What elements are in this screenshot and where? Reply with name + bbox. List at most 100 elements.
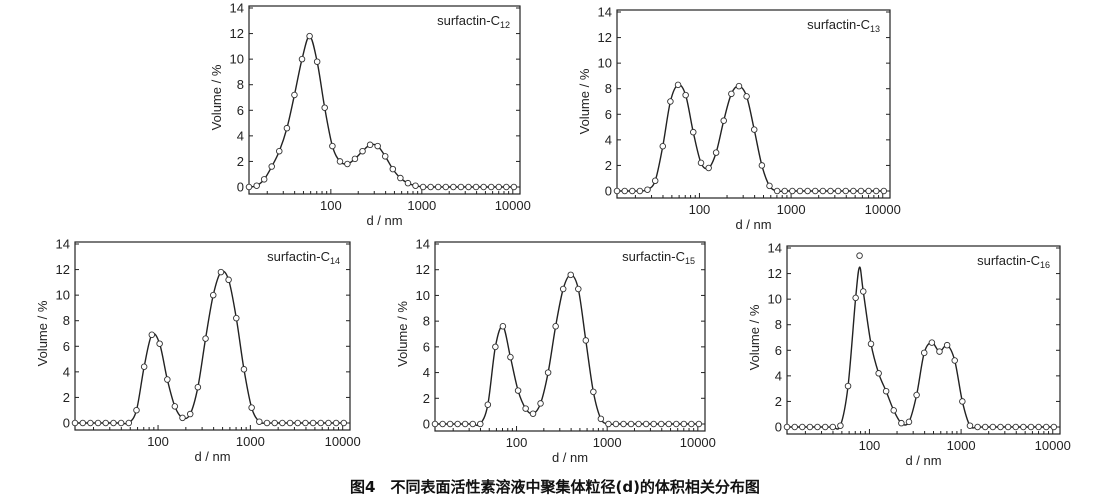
data-point	[381, 153, 389, 160]
data-point	[294, 419, 301, 427]
data-point	[253, 182, 260, 189]
y-tick-label: 12	[598, 30, 612, 45]
data-point	[804, 187, 811, 195]
y-tick-label: 12	[56, 262, 70, 277]
data-point	[857, 187, 865, 195]
y-tick-label: 2	[63, 390, 70, 405]
data-point	[397, 174, 404, 182]
data-point	[872, 187, 880, 195]
data-point	[781, 187, 788, 195]
data-point	[439, 420, 446, 428]
data-point	[306, 32, 313, 40]
data-point	[974, 423, 981, 431]
data-point	[412, 182, 419, 189]
data-point	[827, 187, 834, 195]
y-tick-label: 4	[63, 364, 70, 379]
data-point	[351, 155, 359, 163]
data-point	[340, 419, 348, 427]
data-point	[1042, 423, 1050, 431]
data-point	[477, 420, 484, 428]
data-point	[735, 82, 743, 90]
data-point	[484, 401, 492, 408]
data-point	[690, 128, 697, 136]
data-point	[492, 343, 499, 351]
data-point	[590, 388, 597, 396]
data-point	[313, 58, 321, 65]
data-point	[936, 348, 943, 355]
y-tick-label: 0	[423, 417, 430, 432]
data-point	[503, 183, 510, 191]
series-label-name: surfactin-C	[977, 253, 1040, 268]
x-tick-label: 10000	[1035, 438, 1071, 453]
data-point	[773, 187, 781, 195]
y-tick-label: 10	[56, 288, 70, 303]
data-point	[644, 186, 651, 193]
y-tick-label: 2	[423, 391, 430, 406]
data-point	[431, 420, 439, 428]
data-point	[140, 363, 148, 370]
y-tick-label: 8	[237, 77, 244, 92]
y-tick-label: 14	[768, 241, 782, 256]
data-point	[298, 55, 306, 63]
data-point	[248, 404, 255, 411]
x-tick-label: 100	[859, 438, 881, 453]
data-point	[156, 340, 163, 347]
data-point	[427, 183, 434, 191]
chart-panel-4: 0 2 4 6 8 10 12 14 100 1000 10000 d / nm Volume / % s…	[395, 237, 716, 466]
data-point	[989, 423, 997, 431]
data-point	[465, 183, 472, 191]
x-axis-label: d / nm	[552, 450, 588, 465]
data-point	[434, 183, 442, 191]
data-point	[194, 383, 202, 391]
y-axis-label: Volume / %	[577, 68, 592, 134]
data-point	[875, 370, 882, 377]
data-point	[829, 423, 837, 431]
series-label-subscript: 15	[685, 256, 695, 266]
y-tick-label: 0	[63, 416, 70, 431]
data-point	[529, 410, 537, 417]
data-point	[507, 353, 514, 361]
data-point	[359, 147, 366, 155]
y-tick-label: 6	[423, 339, 430, 354]
data-point	[186, 410, 194, 418]
data-point	[837, 422, 844, 429]
data-point	[620, 420, 627, 428]
y-tick-label: 2	[605, 158, 612, 173]
data-point	[1020, 423, 1027, 431]
data-point	[712, 149, 720, 156]
data-point	[758, 162, 766, 169]
data-point	[913, 391, 920, 399]
y-tick-label: 0	[237, 180, 244, 195]
x-axis-label: d / nm	[905, 453, 941, 468]
y-tick-label: 2	[775, 394, 782, 409]
series-label-name: surfactin-C	[437, 13, 500, 28]
data-point	[217, 268, 225, 276]
series-label: surfactin-C14	[267, 249, 340, 266]
chart-panel-2: 0 2 4 6 8 10 12 14 100 1000 10000 d / nm Volume / % s…	[577, 5, 901, 233]
data-point	[981, 423, 989, 431]
x-tick-label: 1000	[236, 434, 265, 449]
fit-curve	[787, 266, 1054, 430]
series-label-name: surfactin-C	[807, 17, 870, 32]
y-tick-label: 10	[598, 56, 612, 71]
data-point	[1012, 423, 1019, 431]
data-point	[799, 423, 806, 431]
y-tick-label: 6	[237, 103, 244, 118]
data-point	[271, 419, 278, 427]
series-label: surfactin-C15	[622, 249, 695, 266]
data-point	[612, 420, 620, 428]
data-point	[821, 423, 829, 431]
data-point	[171, 403, 179, 410]
series-label-subscript: 16	[1040, 260, 1050, 270]
data-point	[705, 164, 712, 172]
data-point	[766, 182, 773, 190]
data-point	[621, 187, 628, 195]
data-point	[890, 407, 897, 414]
data-point	[110, 419, 117, 427]
x-tick-label: 1000	[947, 438, 976, 453]
data-point	[667, 98, 674, 105]
data-point	[642, 420, 650, 428]
y-axis-label: Volume / %	[747, 304, 762, 370]
y-tick-label: 12	[230, 26, 244, 41]
data-point	[806, 423, 814, 431]
